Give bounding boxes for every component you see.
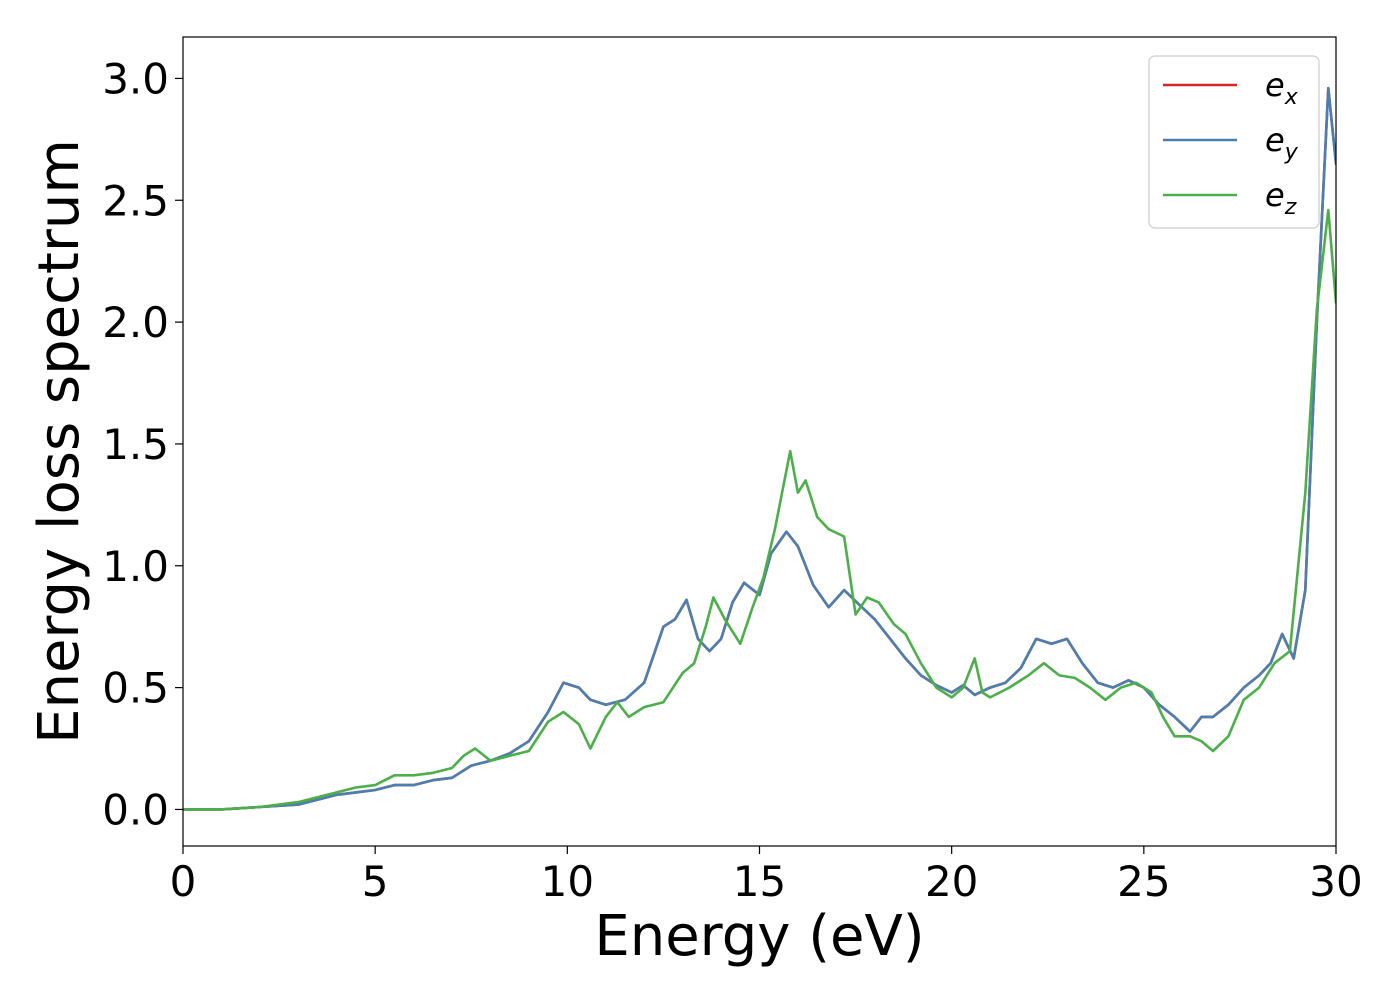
- series-layer: [183, 86, 1336, 811]
- x-axis-title: Energy (eV): [594, 904, 924, 969]
- y-tick-label: 2.0: [102, 298, 169, 347]
- legend-label-ex: ex: [1265, 66, 1299, 110]
- series-line-ey: [183, 86, 1336, 811]
- x-tick-label: 20: [925, 857, 978, 906]
- y-tick-label: 1.0: [102, 542, 169, 591]
- y-tick-label: 2.5: [102, 176, 169, 225]
- legend: ex ey ez: [1148, 55, 1320, 229]
- legend-label-ez: ez: [1265, 176, 1297, 220]
- y-axis-title: Energy loss spectrum: [27, 139, 92, 744]
- x-tick-label: 25: [1117, 857, 1170, 906]
- series-line-ez: [183, 208, 1336, 811]
- x-tick-label: 10: [541, 857, 594, 906]
- y-tick-label: 0.0: [102, 785, 169, 834]
- x-tick-label: 30: [1309, 857, 1362, 906]
- y-tick-label: 1.5: [102, 420, 169, 469]
- x-tick-label: 5: [362, 857, 389, 906]
- x-axis: 0 5 10 15 20 25 30: [170, 846, 1363, 906]
- x-tick-label: 15: [733, 857, 786, 906]
- y-tick-label: 3.0: [102, 54, 169, 103]
- y-axis: 0.0 0.5 1.0 1.5 2.0 2.5 3.0: [102, 54, 183, 834]
- legend-label-ey: ey: [1265, 121, 1299, 165]
- x-tick-label: 0: [170, 857, 197, 906]
- y-tick-label: 0.5: [102, 664, 169, 713]
- legend-box: [1148, 55, 1320, 229]
